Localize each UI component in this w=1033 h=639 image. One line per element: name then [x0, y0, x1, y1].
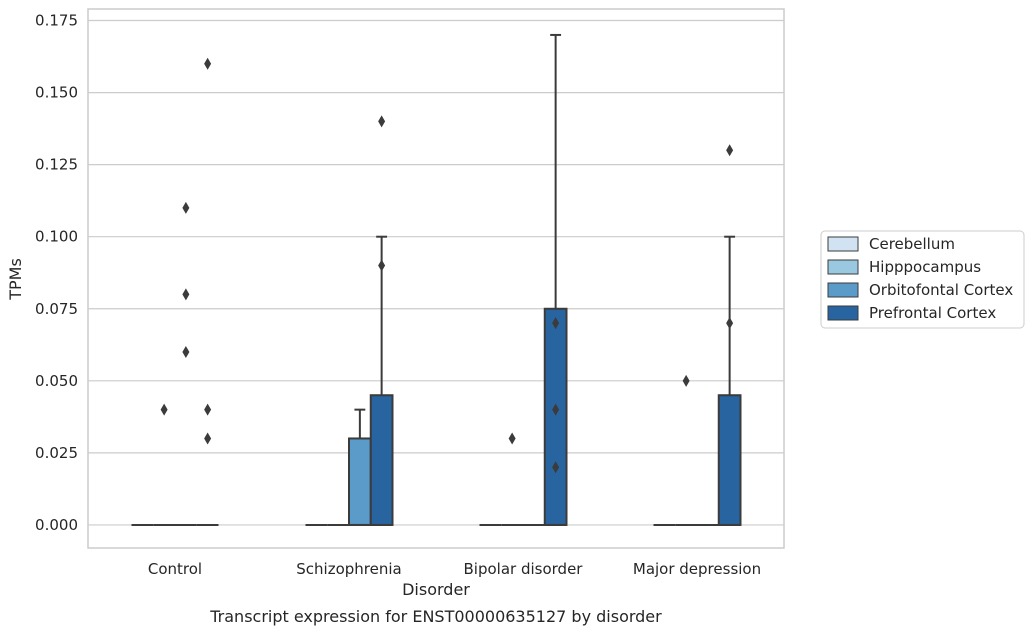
legend-label: Orbitofontal Cortex — [869, 281, 1013, 299]
outlier-point — [204, 403, 212, 416]
y-tick-label: 0.050 — [35, 372, 78, 390]
box-orbitofontal-cortex — [175, 201, 197, 526]
box — [717, 394, 742, 526]
x-tick-label: Major depression — [633, 560, 761, 578]
outlier-point — [378, 115, 386, 128]
legend-swatch — [827, 259, 859, 275]
y-tick-label: 0.175 — [35, 12, 78, 30]
legend-swatch — [827, 236, 859, 252]
box-hipppocampus — [501, 432, 523, 526]
x-tick-label: Bipolar disorder — [464, 560, 584, 578]
outlier-point — [552, 317, 560, 330]
plot-area-frame — [87, 8, 785, 549]
y-tick-label: 0.000 — [35, 516, 78, 534]
box-prefrontal-cortex — [369, 115, 394, 526]
outlier-point — [552, 403, 560, 416]
legend-label: Hipppocampus — [869, 258, 981, 276]
y-tick-label: 0.100 — [35, 228, 78, 246]
y-tick-label: 0.025 — [35, 444, 78, 462]
box-prefrontal-cortex — [543, 33, 568, 526]
outlier-point — [726, 144, 734, 157]
box-prefrontal-cortex — [196, 57, 219, 526]
x-tick-label: Control — [148, 560, 202, 578]
legend-label: Prefrontal Cortex — [869, 304, 996, 322]
legend-frame — [820, 230, 1025, 329]
y-tick-label: 0.150 — [35, 84, 78, 102]
outlier-point — [552, 461, 560, 474]
outlier-point — [204, 432, 212, 445]
y-tick-label: 0.125 — [35, 156, 78, 174]
outlier-point — [508, 432, 516, 445]
outlier-point — [726, 317, 734, 330]
legend-swatch — [827, 305, 859, 321]
box — [369, 394, 394, 526]
outlier-point — [182, 288, 190, 301]
box-prefrontal-cortex — [717, 144, 742, 526]
outlier-point — [182, 201, 190, 214]
legend-swatch — [827, 282, 859, 298]
legend-label: Cerebellum — [869, 235, 955, 253]
box-hipppocampus — [153, 403, 175, 526]
outlier-point — [160, 403, 168, 416]
box-hipppocampus — [675, 374, 697, 526]
y-tick-label: 0.075 — [35, 300, 78, 318]
legend: Cerebellum Hipppocampus Orbitofontal Corte… — [820, 230, 1025, 329]
chart-caption: Transcript expression for ENST0000063512… — [209, 607, 662, 626]
x-tick-labels: Control Schizophrenia Bipolar disorder Majo… — [148, 560, 761, 578]
box-orbitofontal-cortex — [348, 408, 372, 526]
box — [543, 307, 568, 526]
x-axis-label: Disorder — [402, 580, 470, 599]
x-tick-label: Schizophrenia — [296, 560, 401, 578]
y-axis-label: TPMs — [6, 258, 25, 301]
outlier-point — [204, 57, 212, 70]
grid-layer — [88, 19, 784, 526]
boxes-layer — [131, 33, 742, 526]
outlier-point — [378, 259, 386, 272]
outlier-point — [182, 346, 190, 358]
box — [348, 437, 372, 526]
y-tick-labels: 0.000 0.025 0.050 0.075 0.100 0.125 0.150 0.175 — [35, 12, 78, 534]
outlier-point — [682, 374, 690, 387]
